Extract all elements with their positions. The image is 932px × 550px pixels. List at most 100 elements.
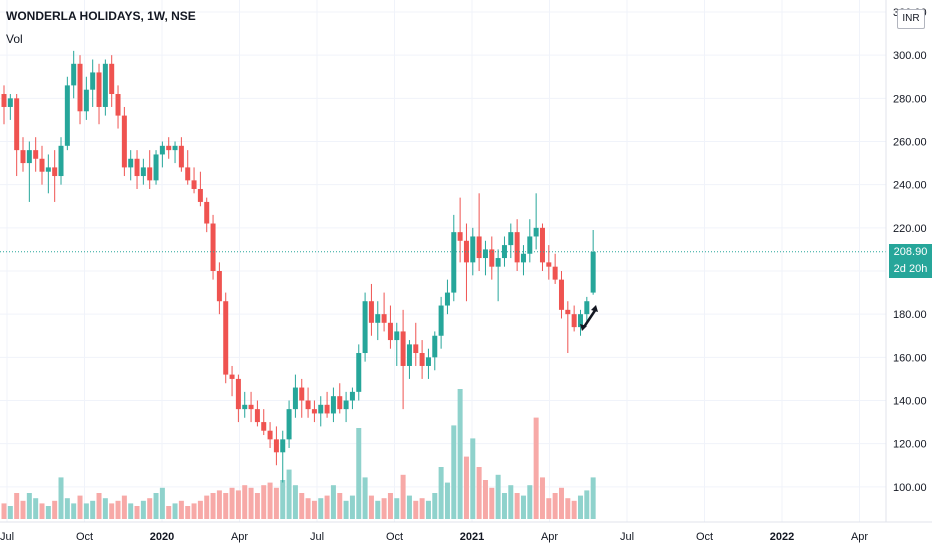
double-arrow-icon[interactable]	[580, 305, 598, 331]
candle-body	[273, 439, 279, 453]
candle-body	[577, 314, 583, 328]
candle-body	[159, 145, 165, 155]
candle	[457, 197, 463, 263]
volume-bar	[77, 495, 83, 519]
candle	[102, 59, 108, 116]
candle-body	[121, 115, 127, 168]
volume-bar	[337, 493, 343, 519]
candle-body	[387, 322, 393, 341]
currency-label[interactable]: INR	[897, 9, 925, 29]
time-axis[interactable]: Jul Oct 2020 Apr Jul Oct 2021 Apr Jul Oct 2022 Apr	[0, 531, 868, 543]
volume-bar	[178, 500, 184, 519]
candle	[305, 387, 311, 418]
candle-body	[356, 353, 362, 392]
volume-bar	[273, 487, 279, 519]
volume-bar	[286, 469, 292, 519]
candle-body	[482, 249, 488, 259]
volume-bar	[58, 477, 64, 519]
candle	[482, 240, 488, 276]
volume-legend[interactable]: Vol	[6, 32, 23, 46]
candle	[77, 55, 83, 125]
candle	[14, 94, 20, 177]
volume-bar	[121, 495, 127, 519]
volume-bar	[508, 485, 514, 519]
candle-body	[210, 223, 216, 271]
bar-countdown: 2d 20h	[893, 263, 928, 275]
candle-body	[20, 150, 26, 164]
candle-body	[533, 227, 539, 237]
candle	[128, 150, 134, 181]
candle-body	[305, 400, 311, 410]
candle-body	[185, 167, 191, 181]
candle	[343, 391, 349, 423]
volume-bar	[20, 500, 26, 519]
candle-body	[96, 72, 102, 107]
volume-bar	[343, 500, 349, 519]
volume-bar	[185, 506, 191, 519]
candle-body	[147, 167, 153, 181]
candle	[400, 309, 406, 410]
volume-bar	[311, 500, 317, 519]
candle	[147, 150, 153, 189]
volume-bar	[71, 503, 77, 519]
candle	[318, 396, 324, 427]
volume-bar	[280, 480, 286, 519]
candle-body	[280, 439, 286, 453]
candle-body	[457, 232, 463, 241]
candle	[197, 171, 203, 207]
candle-body	[508, 232, 514, 246]
volume-bar	[102, 498, 108, 519]
candle	[571, 305, 577, 332]
candle-body	[235, 378, 241, 410]
volume-bar	[242, 485, 248, 519]
candle	[39, 145, 45, 185]
volume-bar	[432, 493, 438, 519]
volume-bar	[299, 493, 305, 519]
volume-bar	[115, 500, 121, 519]
candle-body	[109, 63, 115, 95]
candle	[216, 262, 222, 315]
candle	[267, 422, 273, 448]
candle-body	[83, 89, 89, 112]
candle	[514, 219, 520, 271]
volume-bar	[533, 417, 539, 519]
candle	[375, 301, 381, 341]
volume-bar	[166, 506, 172, 519]
volume-bar	[565, 498, 571, 519]
volume-bar	[571, 500, 577, 519]
candle	[64, 76, 70, 151]
time-tick-label: 2022	[770, 531, 794, 543]
volume-bar	[261, 485, 267, 519]
volume-bar	[470, 438, 476, 519]
candle	[71, 50, 77, 99]
candle-body	[140, 167, 146, 177]
candle	[311, 400, 317, 423]
price-tick-label: 100.00	[893, 482, 927, 494]
candle	[330, 387, 336, 423]
volume-bar	[520, 495, 526, 519]
candle	[52, 150, 58, 202]
candle-body	[134, 158, 140, 177]
candle	[178, 137, 184, 172]
candle	[166, 137, 172, 159]
volume-bar	[406, 495, 412, 519]
candle	[349, 387, 355, 410]
volume-bar	[514, 493, 520, 519]
volume-bar	[375, 500, 381, 519]
candle	[140, 158, 146, 185]
candle-body	[413, 344, 419, 354]
candle-body	[45, 167, 51, 172]
candle	[299, 378, 305, 418]
candle	[520, 245, 526, 276]
symbol-title[interactable]: WONDERLA HOLIDAYS, 1W, NSE	[6, 9, 196, 23]
candle-body	[337, 396, 343, 410]
candle	[577, 309, 583, 336]
candle	[26, 141, 32, 202]
volume-bar	[1, 503, 7, 519]
volume-bar	[52, 500, 58, 519]
candle	[248, 391, 254, 423]
candle-body	[584, 301, 590, 315]
candle-body	[514, 232, 520, 263]
volume-bar	[229, 487, 235, 519]
